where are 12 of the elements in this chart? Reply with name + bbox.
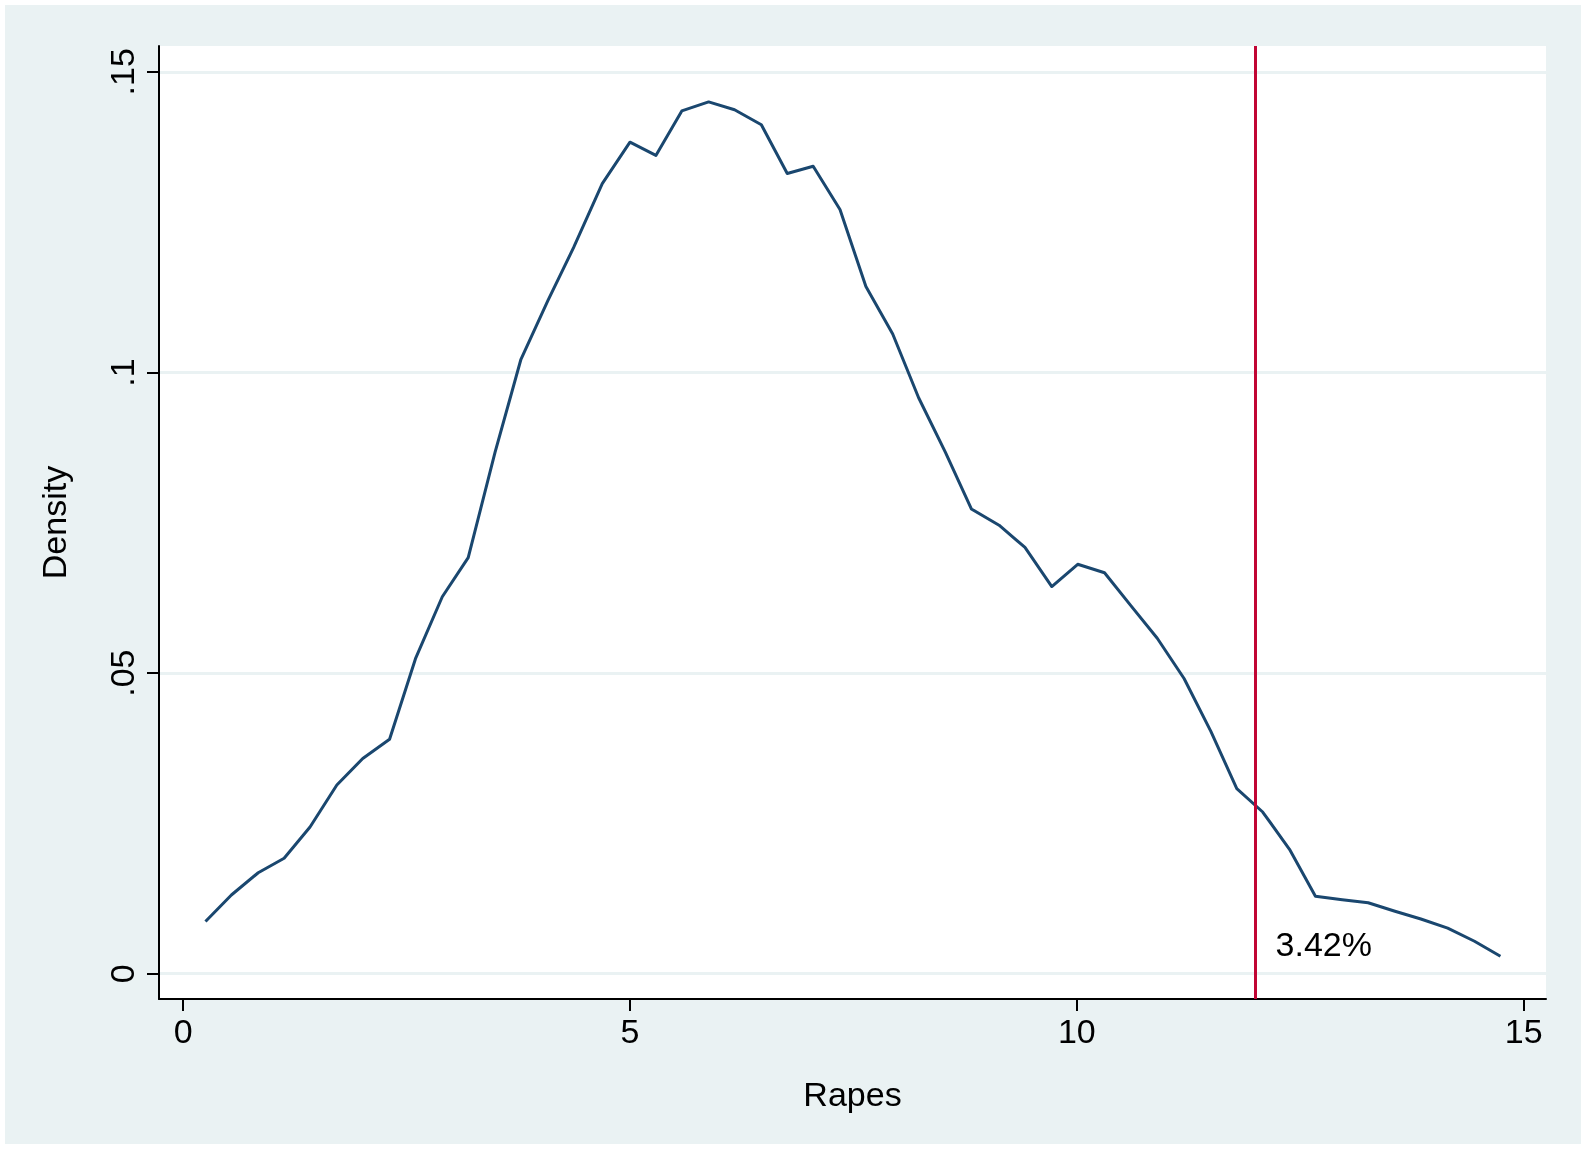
- y-axis-title: Density: [35, 465, 73, 580]
- y-tick-label: .15: [103, 48, 141, 96]
- x-tick-label: 5: [620, 1012, 640, 1050]
- x-tick-label: 0: [173, 1012, 193, 1050]
- x-axis-title: Rapes: [803, 1075, 902, 1113]
- y-tick-label: .1: [103, 358, 141, 387]
- line-series: [203, 100, 1502, 958]
- y-tick-label: .05: [103, 649, 141, 697]
- y-tick-label: 0: [103, 964, 141, 984]
- x-tick-label: 10: [1057, 1012, 1096, 1050]
- annotation: 3.42%: [1275, 925, 1372, 963]
- x-tick-label: 15: [1504, 1012, 1543, 1050]
